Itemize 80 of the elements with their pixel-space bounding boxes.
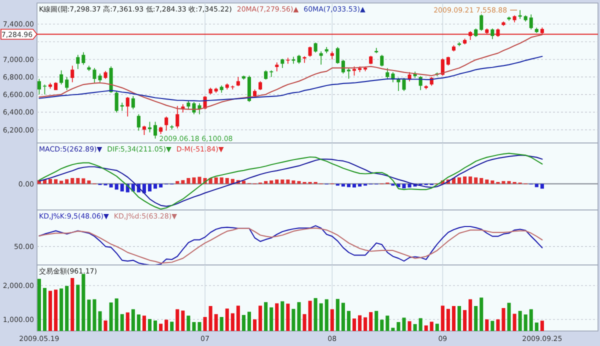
bar bbox=[76, 178, 80, 184]
bar bbox=[480, 178, 484, 184]
candlestick bbox=[490, 28, 494, 40]
candlestick bbox=[92, 68, 96, 84]
bar bbox=[297, 181, 301, 184]
line-series bbox=[38, 34, 543, 110]
bar bbox=[192, 177, 196, 184]
candlestick bbox=[82, 52, 86, 66]
candlestick bbox=[529, 14, 533, 30]
bar bbox=[275, 180, 279, 184]
candlestick bbox=[380, 54, 384, 67]
candlestick bbox=[131, 96, 135, 110]
candlestick bbox=[37, 78, 41, 95]
bar bbox=[214, 177, 218, 184]
candlestick bbox=[440, 58, 444, 76]
candlestick bbox=[65, 76, 69, 90]
bar bbox=[286, 180, 290, 184]
candlestick bbox=[308, 46, 312, 58]
bar bbox=[65, 179, 69, 184]
bar bbox=[270, 180, 274, 184]
candlestick bbox=[341, 59, 345, 74]
candlestick bbox=[70, 65, 74, 83]
bar bbox=[463, 176, 467, 184]
bar bbox=[468, 176, 472, 184]
candlestick bbox=[319, 51, 323, 66]
candlestick bbox=[402, 77, 406, 92]
bar bbox=[87, 180, 91, 184]
candlestick bbox=[126, 96, 130, 117]
bar bbox=[60, 180, 64, 184]
candlestick bbox=[114, 90, 118, 113]
bar bbox=[176, 181, 180, 184]
bar bbox=[54, 179, 58, 184]
candlestick bbox=[76, 54, 80, 70]
bar bbox=[220, 177, 224, 184]
candlestick bbox=[302, 56, 306, 64]
bar bbox=[485, 180, 489, 184]
candlestick bbox=[280, 58, 284, 68]
bar bbox=[490, 180, 494, 184]
candlestick bbox=[176, 106, 180, 129]
bar bbox=[242, 180, 246, 184]
bar bbox=[181, 180, 185, 184]
candlestick bbox=[264, 70, 268, 80]
bar bbox=[292, 180, 296, 184]
line-series bbox=[38, 56, 543, 102]
bar bbox=[402, 184, 406, 188]
bar bbox=[280, 180, 284, 184]
bar bbox=[148, 184, 152, 192]
candlestick bbox=[346, 68, 350, 80]
bar bbox=[48, 178, 52, 184]
bar bbox=[70, 178, 74, 184]
candlestick bbox=[170, 124, 174, 130]
bar bbox=[358, 184, 362, 187]
bar bbox=[114, 184, 118, 190]
candlestick bbox=[142, 125, 146, 136]
candlestick bbox=[136, 114, 140, 132]
candlestick bbox=[164, 116, 168, 132]
bar bbox=[225, 178, 229, 184]
bar bbox=[186, 178, 190, 184]
bar bbox=[474, 177, 478, 184]
bar bbox=[82, 178, 86, 184]
candlestick bbox=[275, 62, 279, 72]
bar bbox=[120, 184, 124, 192]
bar bbox=[154, 184, 158, 189]
bar bbox=[408, 184, 412, 188]
bar bbox=[458, 177, 462, 184]
bar bbox=[341, 184, 345, 187]
candlestick bbox=[314, 42, 318, 53]
candlestick bbox=[120, 102, 124, 112]
bar bbox=[540, 184, 544, 189]
candlestick bbox=[154, 121, 158, 139]
candlestick bbox=[352, 66, 356, 76]
bar bbox=[109, 184, 113, 188]
bar bbox=[142, 184, 146, 194]
bar bbox=[159, 184, 163, 188]
candlestick bbox=[236, 76, 240, 87]
candlestick bbox=[60, 70, 64, 85]
candlestick bbox=[480, 14, 484, 32]
candlestick bbox=[336, 46, 340, 64]
bar bbox=[264, 181, 268, 184]
bar bbox=[352, 184, 356, 188]
